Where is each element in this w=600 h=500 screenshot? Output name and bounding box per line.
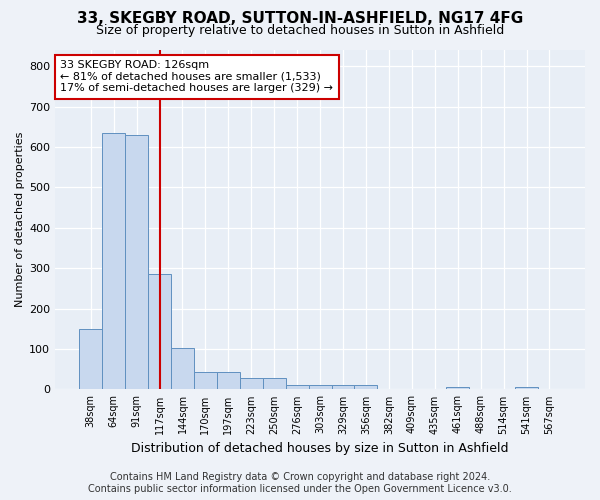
Y-axis label: Number of detached properties: Number of detached properties <box>15 132 25 308</box>
Bar <box>148 274 171 390</box>
Bar <box>263 378 286 390</box>
Bar <box>102 133 125 390</box>
Bar <box>308 384 332 390</box>
Text: 33 SKEGBY ROAD: 126sqm
← 81% of detached houses are smaller (1,533)
17% of semi-: 33 SKEGBY ROAD: 126sqm ← 81% of detached… <box>61 60 334 94</box>
Bar <box>286 384 308 390</box>
Bar <box>446 388 469 390</box>
Text: 33, SKEGBY ROAD, SUTTON-IN-ASHFIELD, NG17 4FG: 33, SKEGBY ROAD, SUTTON-IN-ASHFIELD, NG1… <box>77 11 523 26</box>
X-axis label: Distribution of detached houses by size in Sutton in Ashfield: Distribution of detached houses by size … <box>131 442 509 455</box>
Bar <box>194 372 217 390</box>
Bar <box>217 372 240 390</box>
Text: Contains HM Land Registry data © Crown copyright and database right 2024.
Contai: Contains HM Land Registry data © Crown c… <box>88 472 512 494</box>
Bar <box>171 348 194 390</box>
Bar <box>125 135 148 390</box>
Bar <box>355 386 377 390</box>
Bar <box>332 386 355 390</box>
Bar <box>79 329 102 390</box>
Text: Size of property relative to detached houses in Sutton in Ashfield: Size of property relative to detached ho… <box>96 24 504 37</box>
Bar <box>240 378 263 390</box>
Bar <box>515 388 538 390</box>
